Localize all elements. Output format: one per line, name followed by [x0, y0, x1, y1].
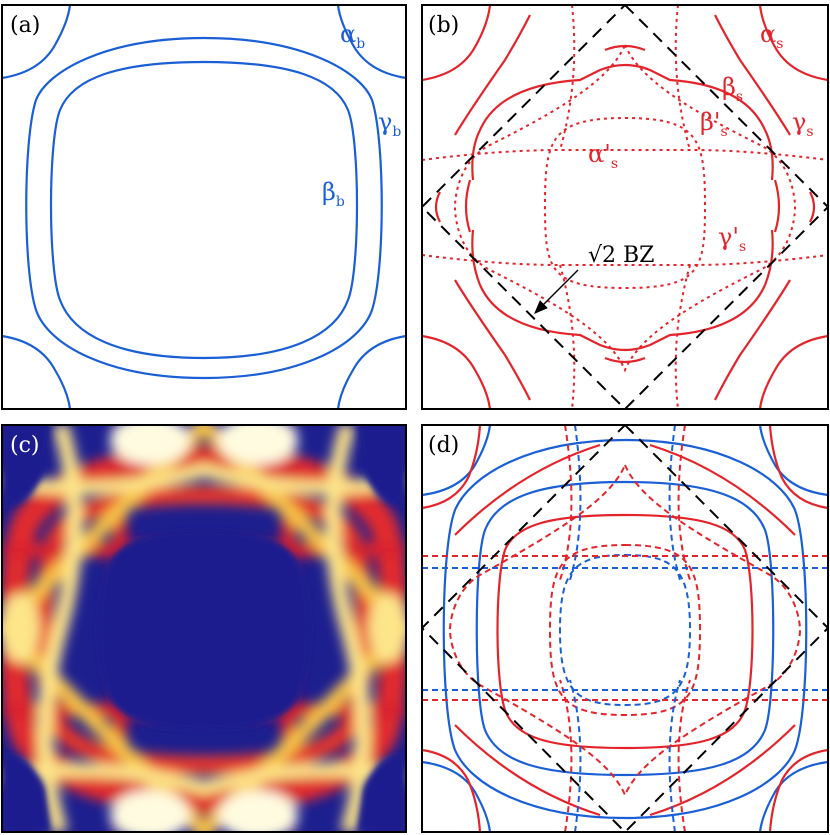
beta-s-arc-bottom [478, 284, 767, 352]
red-outer-arcs [454, 443, 796, 817]
small-pocket-bottom [604, 356, 646, 364]
gamma-prime-s-vert-left [559, 5, 576, 409]
blue-pocket-tr [758, 425, 828, 497]
blue-pocket-tl [422, 425, 492, 497]
red-pocket-tl [422, 425, 482, 510]
panel-d-label: (d) [428, 433, 459, 458]
heatmap-intensity [2, 425, 406, 832]
alpha-b-pocket-tr [336, 5, 406, 80]
beta-b-sheet [49, 60, 359, 360]
gamma-s-label: γs [792, 108, 814, 140]
alpha-b-pocket-bl [2, 334, 72, 409]
red-dashed-inner [548, 543, 702, 717]
panel-a-frame [1, 4, 407, 410]
red-pocket-bl [422, 748, 482, 832]
red-pocket-tr [768, 425, 828, 510]
alpha-prime-s-label: α's [588, 140, 618, 172]
gamma-s-seg-1 [454, 14, 531, 136]
panel-b-label: (b) [428, 13, 459, 38]
alpha-s-pocket-tr [758, 5, 828, 82]
panel-b-frame [421, 4, 829, 410]
bz-boundary-d [422, 425, 828, 832]
alpha-s-pocket-tl [422, 5, 492, 82]
panel-a-label: (a) [10, 13, 40, 38]
inner-small-left [464, 179, 472, 233]
panel-b [422, 5, 828, 409]
beta-s-label: βs [722, 73, 743, 105]
beta-prime-s-label: β's [700, 108, 728, 140]
red-pocket-br [768, 748, 828, 832]
sqrt2-bz-boundary [422, 5, 828, 409]
central-pocket [97, 530, 311, 730]
red-dashed-lines [422, 425, 828, 832]
alpha-b-label: αb [340, 20, 365, 52]
gamma-s-seg-3 [454, 279, 531, 401]
panel-a [2, 5, 406, 409]
blue-inner-sheet [475, 480, 775, 777]
bz-annotation-arrow [534, 269, 579, 314]
gamma-b-sheet [25, 36, 383, 380]
blue-dashed-lines [422, 425, 828, 832]
red-dashed-diamond [448, 462, 802, 798]
gamma-prime-s-horiz-top [422, 149, 828, 161]
panel-c-frame [1, 424, 407, 833]
beta-s-arc-top [478, 63, 767, 131]
alpha-s-pocket-br [758, 334, 828, 409]
gamma-s-seg-2 [714, 14, 791, 136]
alpha-s-pocket-bl [422, 334, 492, 409]
blue-outer-sheet [442, 438, 808, 820]
small-pocket-right [809, 191, 816, 223]
alpha-b-pocket-br [336, 334, 406, 409]
panel-d-frame [421, 424, 829, 833]
alpha-s-label: αs [760, 20, 783, 52]
panel-c-label: (c) [10, 433, 40, 458]
beta-b-label: βb [322, 178, 345, 210]
blue-dashed-inner [558, 553, 692, 707]
red-main-sheet [496, 513, 754, 750]
inner-small-right [773, 179, 781, 233]
sqrt2-bz-annotation: √2 BZ [588, 243, 654, 268]
panel-c [2, 425, 406, 832]
alpha-b-pocket-tl [2, 5, 72, 80]
gamma-prime-s-vert-right [674, 5, 691, 409]
gamma-b-label: γb [378, 108, 401, 140]
blue-pocket-br [758, 760, 828, 832]
gamma-prime-s-label: γ's [718, 223, 746, 255]
gamma-prime-s-horiz-bottom [422, 254, 828, 266]
gamma-s-seg-4 [714, 279, 791, 401]
blue-pocket-bl [422, 760, 492, 832]
small-pocket-left [434, 191, 441, 223]
panel-d [422, 425, 828, 832]
